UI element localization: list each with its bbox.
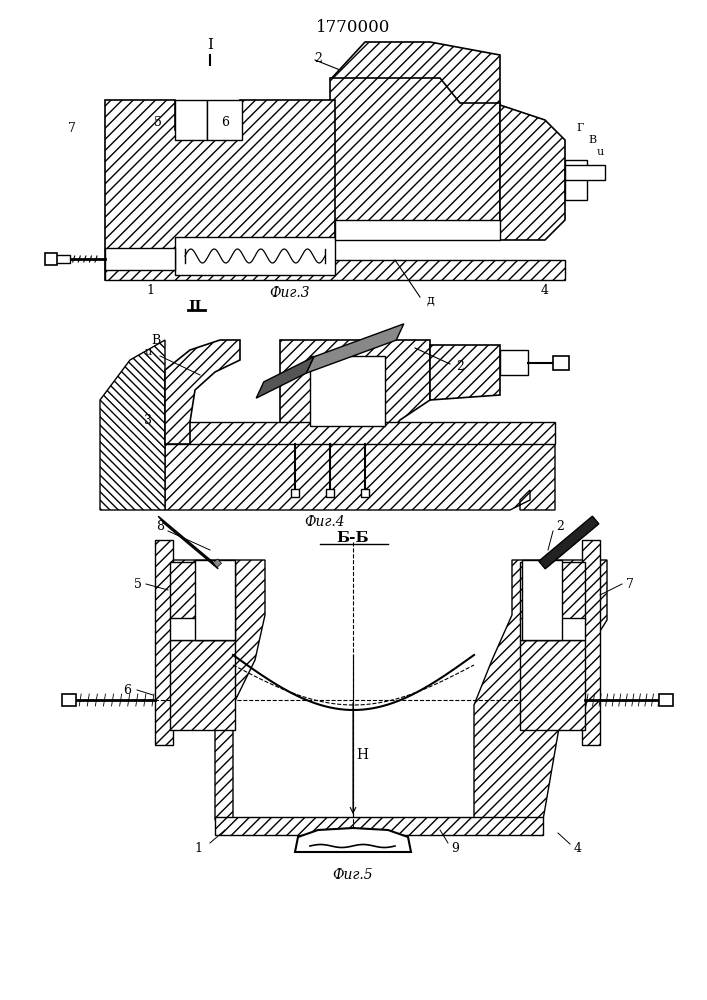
Text: д: д — [426, 294, 434, 306]
Bar — [170, 618, 235, 640]
Bar — [170, 562, 235, 620]
Polygon shape — [306, 324, 404, 373]
Bar — [500, 350, 528, 375]
Text: 6: 6 — [221, 115, 229, 128]
Text: 5: 5 — [134, 578, 142, 590]
Text: 7: 7 — [626, 578, 634, 590]
Polygon shape — [430, 345, 500, 400]
Text: 2: 2 — [456, 360, 464, 373]
Bar — [520, 562, 585, 620]
Bar — [215, 817, 543, 835]
Polygon shape — [330, 78, 500, 240]
Text: 8: 8 — [156, 520, 164, 532]
Polygon shape — [295, 828, 411, 852]
Text: I: I — [207, 38, 213, 52]
Text: Фиг.5: Фиг.5 — [333, 868, 373, 882]
Bar — [291, 489, 299, 497]
Text: В: В — [151, 334, 160, 347]
Text: H: H — [356, 748, 368, 762]
Bar — [520, 640, 585, 730]
Polygon shape — [100, 340, 165, 510]
Text: 1: 1 — [194, 842, 202, 854]
Polygon shape — [170, 560, 265, 820]
Bar — [195, 560, 235, 640]
Polygon shape — [158, 516, 218, 569]
Bar — [207, 100, 242, 140]
Bar — [105, 248, 175, 270]
Bar — [522, 560, 562, 640]
Polygon shape — [539, 516, 599, 569]
Bar — [170, 640, 235, 730]
Text: 1770000: 1770000 — [316, 18, 390, 35]
Text: Фиг.4: Фиг.4 — [305, 515, 345, 529]
Bar — [45, 253, 57, 265]
Text: Г: Г — [576, 123, 584, 133]
Polygon shape — [256, 357, 314, 398]
Text: Фиг.3: Фиг.3 — [269, 286, 310, 300]
Text: II: II — [188, 300, 201, 314]
Polygon shape — [474, 560, 607, 820]
Bar — [659, 694, 673, 706]
Polygon shape — [330, 42, 500, 105]
Polygon shape — [280, 340, 430, 444]
Polygon shape — [165, 340, 240, 444]
Text: 2: 2 — [556, 520, 564, 532]
Text: 9: 9 — [451, 842, 459, 854]
Text: 5: 5 — [154, 115, 162, 128]
Polygon shape — [165, 444, 555, 510]
Text: 6: 6 — [123, 684, 131, 696]
Text: 2: 2 — [314, 51, 322, 64]
Bar — [553, 356, 569, 370]
Bar — [155, 540, 173, 745]
Bar — [326, 489, 334, 497]
Bar — [165, 422, 555, 444]
Bar — [62, 694, 76, 706]
Polygon shape — [105, 100, 335, 280]
Text: Б-Б: Б-Б — [337, 531, 369, 545]
Bar — [335, 220, 500, 240]
Bar — [520, 618, 585, 640]
Bar — [55, 255, 70, 263]
Text: 4: 4 — [574, 842, 582, 854]
Bar — [565, 165, 605, 180]
Text: 3: 3 — [144, 414, 152, 426]
Text: В: В — [588, 135, 596, 145]
Text: u: u — [597, 147, 604, 157]
Bar — [361, 489, 369, 497]
Text: 7: 7 — [68, 121, 76, 134]
Polygon shape — [500, 105, 565, 240]
Bar — [175, 100, 207, 140]
Bar — [565, 160, 587, 200]
Text: u: u — [144, 347, 151, 357]
Bar — [582, 540, 600, 745]
Polygon shape — [213, 559, 221, 567]
Bar — [105, 260, 565, 280]
Bar — [175, 237, 335, 275]
Text: 4: 4 — [541, 284, 549, 296]
Bar — [310, 356, 385, 426]
Text: 1: 1 — [146, 284, 154, 296]
